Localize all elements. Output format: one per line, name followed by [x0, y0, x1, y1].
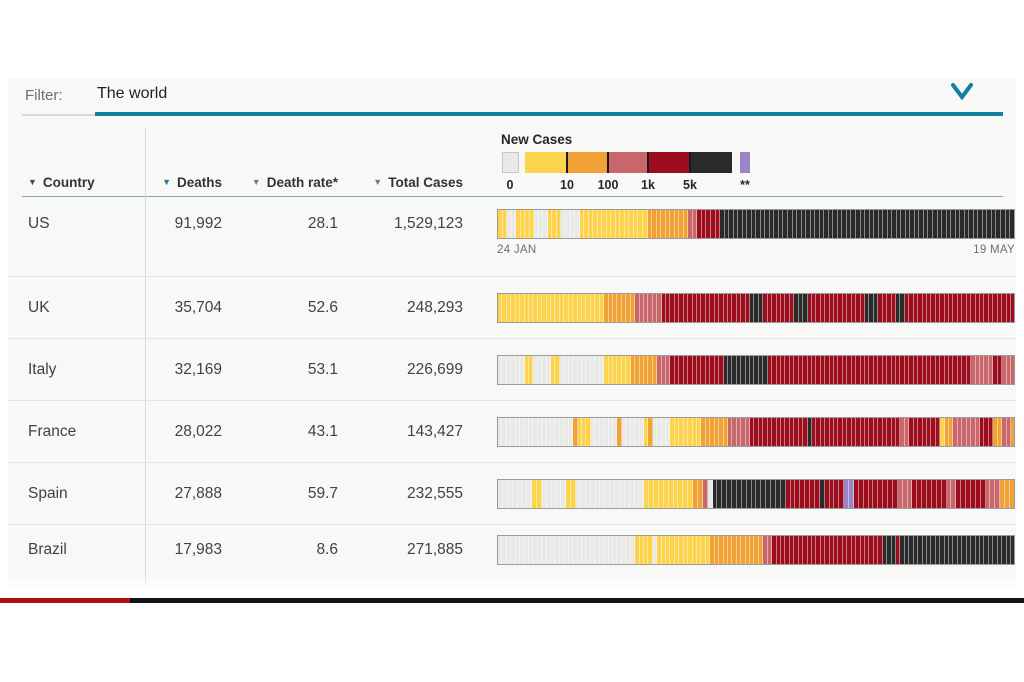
- total-cases-value: 271,885: [406, 540, 463, 558]
- legend-tick-0: 0: [506, 178, 514, 192]
- legend-swatch-rose: [608, 152, 648, 173]
- new-cases-strip-wrap: [497, 416, 1015, 447]
- country-name: UK: [28, 298, 50, 316]
- column-divider: [145, 128, 146, 585]
- new-cases-strip: [497, 354, 1015, 385]
- bottom-fade: [8, 574, 1016, 590]
- scroll-progress-indicator: [0, 598, 130, 603]
- column-header-total-cases[interactable]: ▼ Total Cases: [373, 175, 463, 190]
- sort-arrow-icon: ▼: [162, 177, 171, 187]
- total-cases-value: 248,293: [406, 298, 463, 316]
- column-header-country[interactable]: ▼ Country: [28, 175, 95, 190]
- new-cases-strip-wrap: [497, 534, 1015, 565]
- new-cases-strip: [497, 292, 1015, 323]
- legend-swatch-purple: [740, 152, 750, 173]
- timeline-dates: 24 JAN 19 MAY: [497, 244, 1015, 256]
- country-name: Spain: [28, 484, 68, 502]
- legend-tickmark: [689, 152, 691, 173]
- filter-label-underline: [22, 114, 96, 116]
- country-name: Brazil: [28, 540, 67, 558]
- legend-swatch-black: [690, 152, 732, 173]
- legend-swatch-darkred: [648, 152, 690, 173]
- legend-title: New Cases: [501, 132, 573, 147]
- death-rate-value: 28.1: [307, 215, 338, 232]
- deaths-value: 28,022: [174, 422, 222, 440]
- covid-table-widget: Filter: The world New Cases: [8, 78, 1016, 590]
- legend-swatch-orange: [567, 152, 608, 173]
- total-cases-value: 143,427: [406, 422, 463, 440]
- new-cases-strip-wrap: [497, 354, 1015, 385]
- table-header-row: ▼ Country ▼ Deaths ▼ Death rate* ▼ Total Cas…: [8, 175, 1016, 196]
- country-name: France: [28, 422, 77, 440]
- new-cases-strip-wrap: [497, 292, 1015, 323]
- legend-tick-1k: 1k: [641, 178, 655, 192]
- new-cases-strip-wrap: [497, 478, 1015, 509]
- new-cases-strip: [497, 209, 1015, 239]
- filter-selected-value: The world: [97, 85, 168, 102]
- sort-arrow-icon: ▼: [373, 177, 383, 187]
- deaths-value: 17,983: [174, 540, 222, 558]
- table-row-spain: Spain 27,888 59.7 232,555: [8, 463, 1016, 525]
- legend-tick-100: 100: [597, 178, 619, 192]
- new-cases-legend: New Cases 0 10 100 1k 5k **: [497, 132, 777, 194]
- filter-underline: [95, 112, 1003, 116]
- new-cases-strip: [497, 416, 1015, 447]
- table-row-brazil: Brazil 17,983 8.6 271,885: [8, 525, 1016, 574]
- legend-swatch-yellow: [525, 152, 567, 173]
- filter-select[interactable]: The world: [95, 78, 1003, 116]
- death-rate-value: 43.1: [307, 422, 338, 440]
- deaths-value: 35,704: [174, 298, 222, 316]
- legend-tick-10: 10: [560, 178, 574, 192]
- new-cases-strip: [497, 534, 1015, 565]
- sort-arrow-icon: ▼: [251, 177, 261, 187]
- column-header-death-rate[interactable]: ▼ Death rate*: [251, 175, 338, 190]
- deaths-value: 27,888: [174, 484, 222, 502]
- filter-label: Filter:: [25, 87, 63, 104]
- deaths-value: 32,169: [174, 360, 222, 378]
- death-rate-value: 52.6: [307, 298, 338, 316]
- table-body: US 91,992 28.1 1,529,123 24 JAN 19 MAY U…: [8, 197, 1016, 574]
- total-cases-value: 1,529,123: [394, 215, 463, 232]
- header-underline: [22, 196, 1003, 197]
- end-date: 19 MAY: [973, 244, 1015, 256]
- chevron-down-icon[interactable]: [949, 83, 975, 106]
- total-cases-value: 226,699: [406, 360, 463, 378]
- scroll-progress-bar: [0, 598, 1024, 603]
- start-date: 24 JAN: [497, 244, 537, 256]
- legend-swatch-zero: [502, 152, 519, 173]
- total-cases-value: 232,555: [406, 484, 463, 502]
- death-rate-value: 53.1: [307, 360, 338, 378]
- table-row-uk: UK 35,704 52.6 248,293: [8, 277, 1016, 339]
- legend-tick-5k: 5k: [683, 178, 697, 192]
- death-rate-value: 8.6: [316, 540, 338, 558]
- legend-color-scale: [525, 152, 732, 173]
- new-cases-strip-wrap: [497, 209, 1015, 239]
- table-row-us: US 91,992 28.1 1,529,123 24 JAN 19 MAY: [8, 197, 1016, 277]
- legend-tick-star: **: [740, 178, 750, 192]
- new-cases-strip: [497, 478, 1015, 509]
- country-name: US: [28, 215, 50, 232]
- column-header-deaths[interactable]: ▼ Deaths: [162, 175, 222, 190]
- sort-arrow-icon: ▼: [28, 177, 37, 187]
- legend-tickmark: [566, 152, 568, 173]
- deaths-value: 91,992: [174, 215, 222, 232]
- table-row-france: France 28,022 43.1 143,427: [8, 401, 1016, 463]
- table-row-italy: Italy 32,169 53.1 226,699: [8, 339, 1016, 401]
- legend-tickmark: [647, 152, 649, 173]
- death-rate-value: 59.7: [307, 484, 338, 502]
- country-name: Italy: [28, 360, 57, 378]
- legend-tickmark: [607, 152, 609, 173]
